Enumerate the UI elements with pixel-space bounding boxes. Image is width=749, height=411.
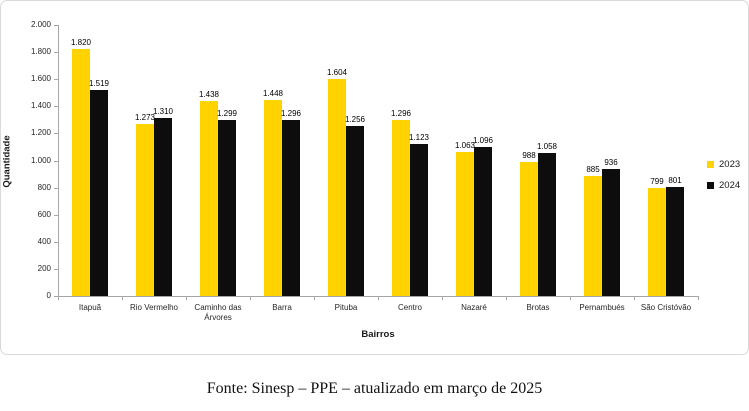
- bar-value-label: 1.063: [454, 140, 476, 150]
- legend-swatch-icon: [707, 182, 714, 189]
- y-tick-mark: [54, 79, 58, 81]
- bar-value-label: 1.296: [390, 109, 412, 119]
- x-category-label: Pernambués: [579, 303, 625, 312]
- y-tick-label: 400: [37, 236, 51, 246]
- y-tick-mark: [54, 187, 58, 189]
- y-tick-mark: [54, 268, 58, 270]
- y-tick-mark: [54, 106, 58, 108]
- bar-2023-Centro: [392, 120, 410, 296]
- y-tick-mark: [54, 296, 58, 297]
- y-tick-mark: [54, 52, 58, 54]
- y-tick-label: 200: [37, 263, 51, 273]
- bar-value-label: 1.448: [262, 88, 284, 98]
- bar-value-label: 936: [604, 158, 618, 168]
- bar-2024-Pituba: [346, 125, 364, 296]
- x-category-label: São Cristóvão: [640, 303, 692, 312]
- y-tick-mark: [54, 241, 58, 243]
- legend-item-2023: 2023: [707, 159, 740, 170]
- x-category-label: Brotas: [526, 303, 550, 312]
- bar-value-label: 885: [586, 165, 600, 175]
- bar-2023-Barra: [264, 99, 282, 296]
- bar-2024-Nazaré: [474, 147, 492, 296]
- x-tick-mark: [122, 296, 123, 300]
- bar-value-label: 1.058: [536, 141, 558, 151]
- legend-label: 2023: [719, 159, 741, 170]
- bar-2023-Pernambués: [584, 176, 602, 296]
- bar-value-label: 1.096: [472, 136, 494, 146]
- y-tick-label: 0: [46, 291, 51, 300]
- bar-value-label: 988: [522, 151, 536, 161]
- bar-2024-Caminho das Árvores: [218, 119, 236, 296]
- bar-chart-plot: 0 200 400 600 800 1.000 1.200 1.400 1.600 1.800 2.…: [1, 1, 748, 354]
- x-tick-mark: [442, 296, 443, 300]
- x-tick-mark: [570, 296, 571, 300]
- y-tick-label: 1.000: [30, 155, 51, 165]
- bar-2023-Pituba: [328, 78, 346, 296]
- bar-2024-Itapuã: [90, 90, 108, 296]
- bar-2024-Pernambués: [602, 169, 620, 296]
- bar-2024-Brotas: [538, 152, 556, 296]
- x-category-label: Caminho das Árvores: [194, 303, 242, 322]
- x-category-label: Itapuã: [78, 303, 102, 312]
- bar-value-label: 1.256: [344, 114, 366, 124]
- legend-label: 2024: [719, 180, 741, 191]
- x-tick-mark: [506, 296, 507, 300]
- x-tick-mark: [378, 296, 379, 300]
- chart-container: 0 200 400 600 800 1.000 1.200 1.400 1.600 1.800 2.…: [0, 0, 749, 355]
- bar-value-label: 1.820: [70, 38, 92, 48]
- bar-value-label: 1.519: [88, 79, 110, 89]
- y-tick-mark: [54, 160, 58, 162]
- y-tick-label: 1.600: [30, 74, 51, 84]
- x-tick-mark: [314, 296, 315, 300]
- y-tick-label: 600: [37, 209, 51, 219]
- x-category-label: Pituba: [334, 303, 358, 312]
- y-tick-label: 800: [37, 182, 51, 192]
- bar-value-label: 1.310: [152, 107, 174, 117]
- bar-2023-Rio Vermelho: [136, 123, 154, 296]
- y-tick-label: 2.000: [30, 20, 51, 29]
- bar-2024-Barra: [282, 120, 300, 296]
- x-category-label: Nazaré: [461, 303, 487, 312]
- y-tick-mark: [54, 25, 58, 26]
- legend-swatch-icon: [707, 161, 714, 168]
- bar-value-label: 801: [668, 176, 682, 186]
- y-tick-label: 1.800: [30, 47, 51, 57]
- x-tick-mark: [186, 296, 187, 300]
- y-axis-line: [58, 25, 59, 296]
- bar-value-label: 1.299: [216, 108, 238, 118]
- bar-2024-Rio Vermelho: [154, 118, 172, 296]
- x-tick-mark: [58, 296, 59, 300]
- x-category-label: Centro: [397, 303, 422, 312]
- bar-2023-Itapuã: [72, 49, 90, 296]
- y-tick-label: 1.400: [30, 101, 51, 111]
- x-tick-mark: [634, 296, 635, 300]
- bar-2023-São Cristóvão: [648, 187, 666, 296]
- x-category-label: Rio Vermelho: [129, 303, 179, 312]
- y-tick-mark: [54, 214, 58, 216]
- bar-value-label: 1.604: [326, 67, 348, 77]
- bar-2023-Caminho das Árvores: [200, 101, 218, 296]
- bar-value-label: 1.123: [408, 132, 430, 142]
- y-tick-mark: [54, 133, 58, 135]
- y-axis-title: Quantidade: [1, 135, 13, 188]
- bar-value-label: 1.273: [134, 112, 156, 122]
- bar-value-label: 1.296: [280, 109, 302, 119]
- bar-2024-Centro: [410, 143, 428, 296]
- x-axis-title: Bairros: [361, 329, 395, 340]
- chart-legend: 2023 2024: [707, 159, 740, 201]
- source-caption: Fonte: Sinesp – PPE – atualizado em març…: [206, 380, 543, 397]
- y-tick-label: 1.200: [30, 128, 51, 138]
- bar-value-label: 799: [650, 176, 664, 186]
- bar-2023-Nazaré: [456, 151, 474, 296]
- x-tick-mark: [698, 296, 699, 300]
- bar-value-label: 1.438: [198, 90, 220, 100]
- legend-item-2024: 2024: [707, 180, 740, 191]
- x-category-label: Barra: [272, 303, 292, 312]
- x-tick-mark: [250, 296, 251, 300]
- bar-2023-Brotas: [520, 162, 538, 296]
- bar-2024-São Cristóvão: [666, 187, 684, 296]
